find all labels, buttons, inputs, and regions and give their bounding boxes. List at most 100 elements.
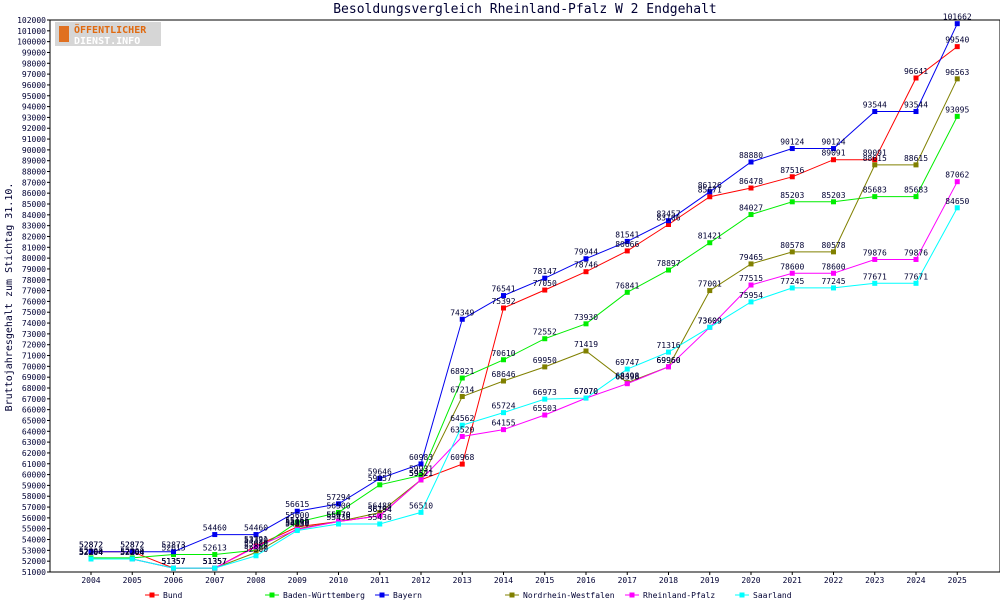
data-label: 99540 (945, 36, 969, 45)
data-point (748, 159, 754, 165)
data-label: 77671 (904, 272, 928, 281)
data-label: 52204 (120, 548, 144, 557)
data-point (872, 162, 878, 168)
y-tick-label: 71000 (22, 352, 46, 361)
legend-entry-label: Bund (163, 591, 182, 600)
data-point (542, 275, 548, 281)
data-label: 78897 (656, 259, 680, 268)
data-point (789, 249, 795, 255)
y-tick-label: 52000 (22, 557, 46, 566)
data-point (583, 395, 589, 401)
y-tick-label: 55000 (22, 525, 46, 534)
data-point (789, 285, 795, 291)
data-point (129, 549, 135, 555)
data-label: 73930 (574, 313, 598, 322)
data-label: 88615 (904, 154, 928, 163)
data-point (707, 288, 713, 294)
y-tick-label: 98000 (22, 59, 46, 68)
x-tick-label: 2017 (618, 576, 637, 585)
data-point (872, 280, 878, 286)
y-tick-label: 78000 (22, 276, 46, 285)
data-label: 73609 (698, 316, 722, 325)
data-label: 60968 (450, 453, 474, 462)
legend-swatch-marker (269, 592, 275, 598)
data-point (336, 509, 341, 515)
data-point (913, 162, 919, 168)
data-point (459, 461, 465, 467)
data-label: 89091 (863, 149, 887, 158)
logo-line1: ÖFFENTLICHER (74, 22, 147, 36)
data-point (707, 189, 713, 195)
data-point (253, 549, 259, 555)
data-point (583, 269, 589, 275)
logo: ÖFFENTLICHER DIENST.INFO (55, 22, 161, 47)
data-point (88, 556, 94, 562)
data-point (418, 461, 424, 467)
logo-line2: DIENST.INFO (74, 36, 140, 47)
data-point (954, 179, 960, 185)
data-label: 64562 (450, 414, 474, 423)
x-tick-label: 2011 (370, 576, 389, 585)
data-label: 55670 (326, 510, 350, 519)
y-tick-label: 54000 (22, 536, 46, 545)
data-point (666, 349, 671, 355)
data-label: 75954 (739, 291, 763, 300)
data-point (418, 509, 424, 515)
data-label: 81421 (698, 232, 722, 241)
series-line-baden-w-rttemberg (91, 116, 958, 559)
data-label: 52500 (244, 545, 268, 554)
x-tick-label: 2005 (123, 576, 142, 585)
y-tick-label: 61000 (22, 460, 46, 469)
data-label: 56194 (368, 505, 392, 514)
y-tick-label: 51000 (22, 568, 46, 577)
plot-area-frame (49, 19, 1000, 573)
data-label: 56510 (409, 501, 433, 510)
y-tick-label: 77000 (22, 287, 46, 296)
data-label: 66973 (533, 388, 557, 397)
data-label: 51357 (161, 557, 185, 566)
data-point (748, 282, 754, 288)
data-label: 78746 (574, 261, 598, 270)
data-label: 80666 (615, 240, 639, 249)
data-point (831, 146, 836, 152)
data-label: 79465 (739, 253, 763, 262)
data-point (418, 472, 424, 478)
data-label: 67070 (574, 387, 598, 396)
data-point (583, 321, 589, 327)
data-point (377, 475, 383, 481)
data-point (542, 396, 548, 402)
x-tick-label: 2015 (535, 576, 554, 585)
data-point (872, 194, 878, 200)
data-point (459, 375, 465, 381)
data-label: 88880 (739, 151, 763, 160)
data-point (954, 21, 960, 27)
data-label: 76841 (615, 281, 639, 290)
data-label: 77515 (739, 274, 763, 283)
y-tick-label: 87000 (22, 178, 46, 187)
data-point (872, 157, 878, 163)
data-label: 52204 (79, 548, 103, 557)
x-tick-label: 2014 (494, 576, 513, 585)
y-tick-label: 69000 (22, 373, 46, 382)
x-tick-label: 2021 (783, 576, 802, 585)
data-label: 65724 (491, 402, 515, 411)
x-tick-label: 2019 (700, 576, 719, 585)
series-line-saarland (91, 207, 958, 569)
data-point (336, 501, 341, 507)
y-tick-label: 76000 (22, 297, 46, 306)
data-label: 79876 (863, 248, 887, 257)
data-label: 96563 (945, 68, 969, 77)
data-point (253, 544, 259, 550)
data-label: 68646 (491, 370, 515, 379)
data-point (624, 366, 630, 372)
data-label: 78147 (533, 267, 557, 276)
data-label: 78600 (821, 262, 845, 271)
legend-entry-label: Baden-Württemberg (283, 591, 365, 600)
y-tick-label: 86000 (22, 189, 46, 198)
data-label: 52300 (120, 547, 144, 556)
y-tick-label: 85000 (22, 200, 46, 209)
y-tick-label: 53000 (22, 546, 46, 555)
data-label: 80578 (821, 241, 845, 250)
data-point (666, 218, 671, 224)
data-label: 86478 (739, 177, 763, 186)
